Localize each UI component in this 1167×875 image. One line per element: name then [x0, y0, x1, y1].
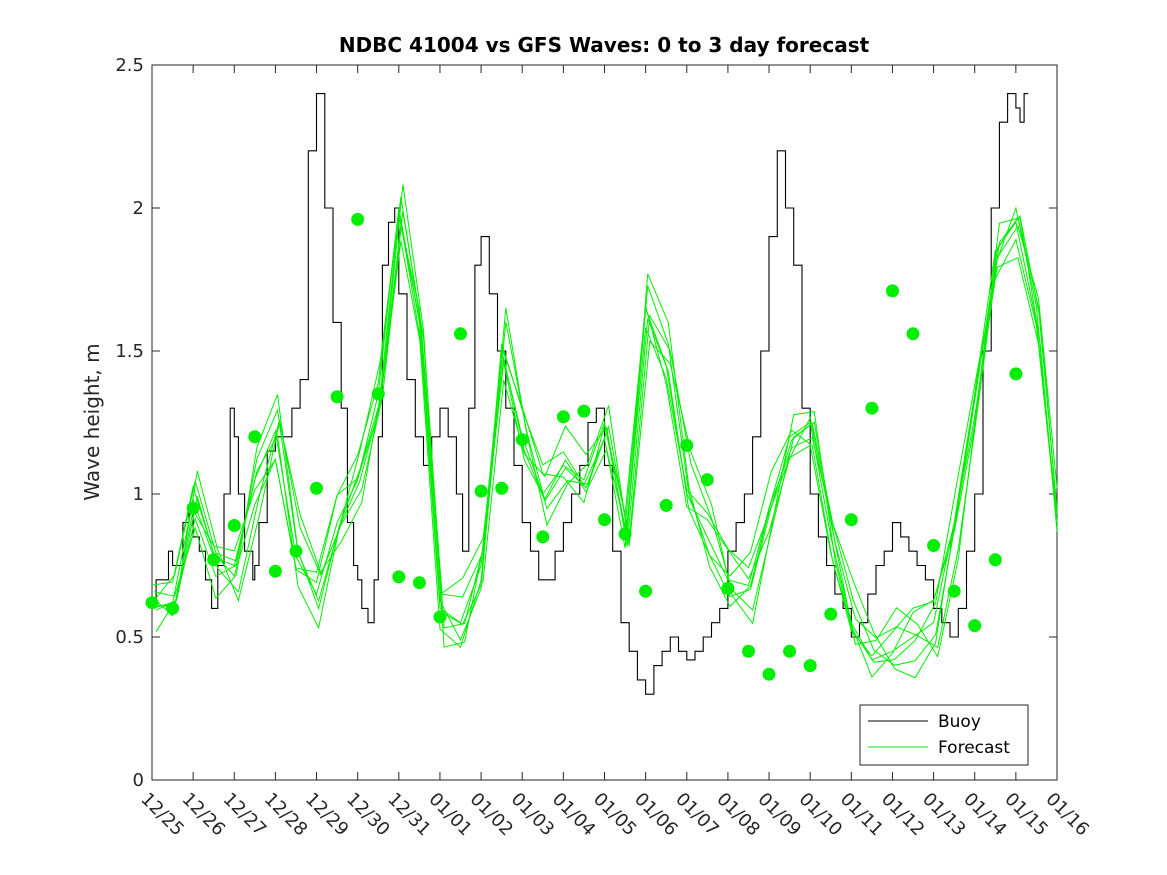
forecast-marker [433, 610, 447, 624]
forecast-line [151, 206, 1058, 679]
forecast-line [153, 196, 1058, 663]
forecast-marker [886, 284, 899, 298]
y-tick-label: 0 [133, 770, 144, 791]
forecast-marker [289, 544, 303, 558]
x-tick-label: 01/07 [671, 789, 723, 841]
forecast-marker [618, 527, 632, 541]
forecast-marker [207, 553, 221, 567]
forecast-marker [865, 401, 879, 415]
forecast-marker [742, 644, 755, 658]
forecast-marker [392, 570, 406, 584]
x-tick-label: 01/14 [959, 789, 1011, 841]
forecast-marker [906, 327, 920, 341]
x-tick-label: 12/30 [342, 789, 394, 841]
forecast-marker [371, 387, 385, 401]
marker-layer [145, 212, 1023, 681]
forecast-marker [762, 667, 776, 681]
legend-forecast-label: Forecast [938, 738, 1010, 758]
forecast-marker [330, 390, 344, 404]
forecast-marker [803, 659, 817, 673]
forecast-marker [927, 539, 941, 552]
forecast-line [151, 209, 1058, 657]
y-tick-label: 0.5 [115, 627, 144, 648]
forecast-marker [536, 530, 550, 544]
x-tick-labels: 12/2512/2612/2712/2812/2912/3012/3101/01… [136, 789, 1093, 841]
x-tick-label: 01/02 [466, 789, 518, 841]
y-tick-label: 2 [133, 198, 144, 219]
x-tick-label: 01/15 [1000, 789, 1052, 841]
y-tick-label: 2.5 [115, 55, 144, 76]
x-tick-label: 12/27 [219, 789, 271, 841]
forecast-marker [556, 410, 570, 424]
forecast-marker [268, 564, 282, 578]
forecast-marker [577, 404, 591, 418]
x-tick-label: 01/13 [918, 789, 970, 841]
forecast-marker [351, 212, 365, 226]
forecast-line [155, 184, 1058, 658]
legend: Buoy Forecast [859, 704, 1029, 766]
forecast-marker [227, 519, 241, 532]
x-tick-label: 01/09 [754, 789, 806, 841]
forecast-marker [495, 481, 509, 495]
forecast-marker [680, 438, 694, 452]
x-tick-label: 01/10 [795, 789, 847, 841]
x-tick-label: 01/16 [1041, 789, 1093, 841]
chart-title: NDBC 41004 vs GFS Waves: 0 to 3 day fore… [339, 33, 870, 57]
forecast-marker [310, 481, 323, 495]
x-tick-label: 01/06 [630, 789, 682, 841]
x-tick-label: 12/28 [260, 789, 312, 841]
legend-buoy-label: Buoy [938, 712, 981, 732]
y-tick-labels: 0 0.5 1 1.5 2 2.5 [115, 55, 144, 791]
forecast-marker [145, 596, 159, 610]
x-tick-label: 01/12 [877, 789, 929, 841]
x-tick-label: 01/05 [589, 789, 641, 841]
x-tick-label: 12/31 [383, 789, 435, 841]
x-tick-label: 01/04 [548, 789, 600, 841]
forecast-marker [515, 433, 529, 447]
x-tick-label: 12/29 [301, 789, 353, 841]
y-axis-label: Wave height, m [80, 343, 104, 500]
series-layer [151, 93, 1058, 695]
legend-box [859, 704, 1029, 766]
x-tick-label: 01/03 [507, 789, 559, 841]
forecast-marker [988, 553, 1002, 567]
forecast-marker [454, 327, 467, 341]
x-tick-label: 01/08 [712, 789, 764, 841]
forecast-line [155, 211, 1058, 649]
forecast-marker [947, 584, 961, 598]
forecast-marker [700, 473, 714, 487]
x-tick-label: 12/26 [178, 789, 230, 841]
forecast-marker [659, 498, 673, 512]
x-tick-label: 01/11 [836, 789, 888, 841]
forecast-marker [248, 430, 262, 444]
forecast-marker [412, 576, 426, 590]
forecast-marker [783, 644, 797, 658]
forecast-marker [474, 484, 488, 498]
x-tick-label: 12/25 [136, 789, 188, 841]
forecast-marker [186, 501, 200, 515]
forecast-marker [844, 513, 858, 527]
forecast-marker [968, 619, 982, 633]
y-tick-label: 1.5 [115, 341, 144, 362]
axis-ticks [151, 64, 1058, 781]
forecast-marker [824, 607, 838, 621]
y-tick-label: 1 [133, 484, 144, 505]
forecast-marker [1009, 367, 1023, 381]
forecast-marker [166, 601, 180, 615]
forecast-marker [721, 581, 735, 595]
forecast-marker [639, 584, 653, 598]
x-tick-label: 01/01 [424, 789, 476, 841]
forecast-marker [598, 513, 611, 527]
